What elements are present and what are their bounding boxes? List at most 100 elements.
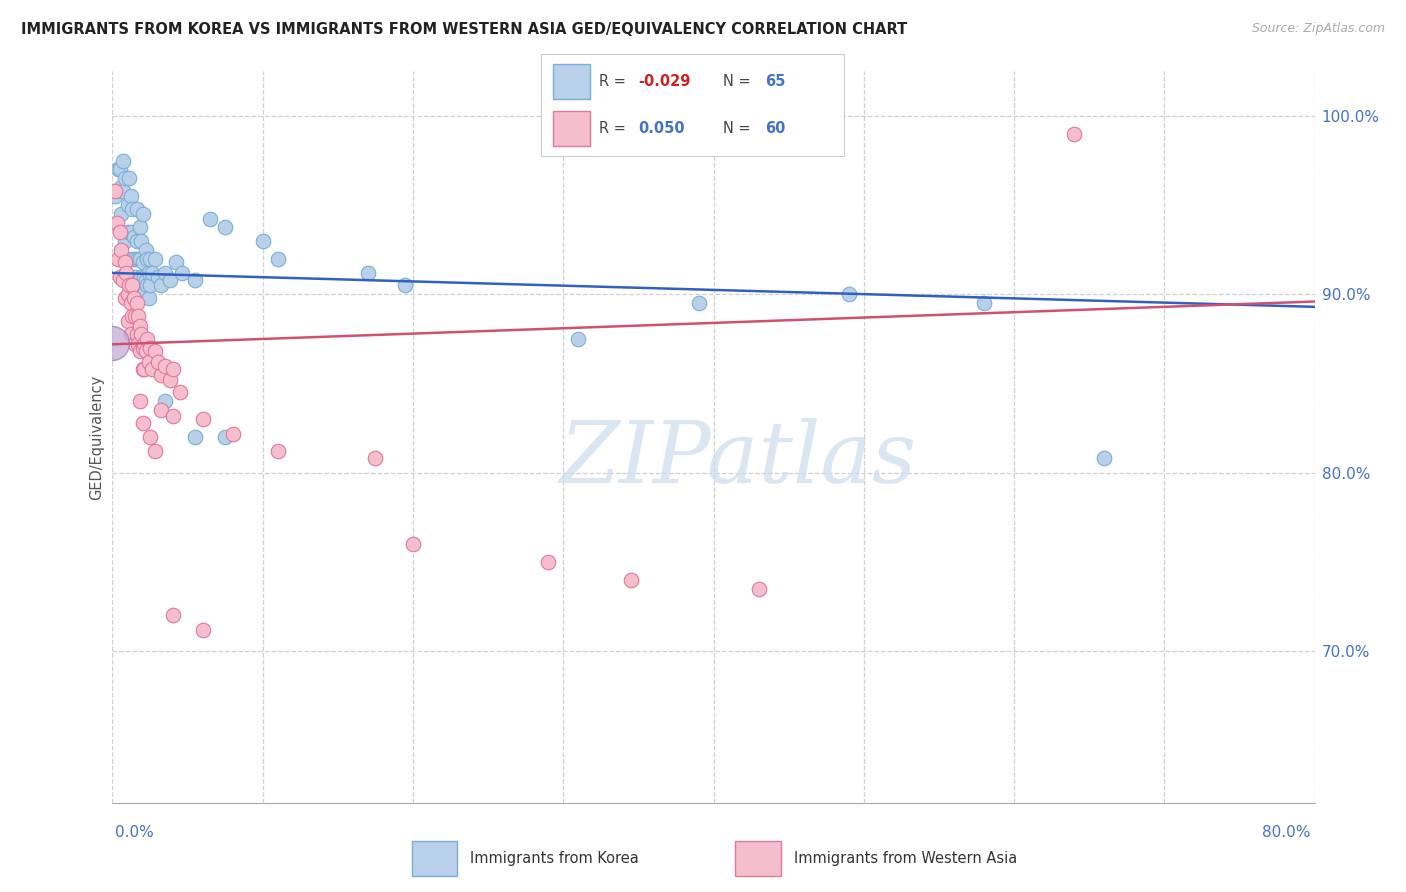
Point — [357, 266, 380, 280]
Text: 80.0%: 80.0% — [1263, 825, 1310, 840]
Point — [131, 341, 153, 355]
Point — [129, 234, 152, 248]
Point — [131, 255, 153, 269]
Point — [127, 309, 149, 323]
Point — [131, 207, 153, 221]
Point — [131, 341, 153, 355]
Point — [131, 362, 153, 376]
Point — [973, 296, 995, 310]
Point — [184, 273, 207, 287]
Point — [121, 309, 143, 323]
Point — [143, 344, 166, 359]
Point — [101, 335, 124, 350]
Point — [108, 162, 131, 177]
Point — [136, 278, 159, 293]
Point — [107, 162, 129, 177]
FancyBboxPatch shape — [735, 841, 780, 876]
Point — [124, 269, 146, 284]
Text: Immigrants from Korea: Immigrants from Korea — [470, 851, 638, 866]
Text: R =: R = — [599, 121, 630, 136]
Point — [121, 278, 143, 293]
Point — [108, 225, 131, 239]
Point — [214, 219, 236, 234]
Point — [132, 287, 155, 301]
Point — [124, 337, 146, 351]
Point — [198, 212, 221, 227]
Point — [114, 291, 136, 305]
Point — [1092, 451, 1115, 466]
Point — [120, 326, 142, 341]
Point — [138, 266, 160, 280]
Point — [149, 278, 172, 293]
Text: -0.029: -0.029 — [638, 74, 690, 88]
Point — [111, 153, 134, 168]
Point — [146, 269, 169, 284]
Point — [394, 278, 416, 293]
Point — [114, 234, 136, 248]
Point — [125, 202, 148, 216]
Point — [169, 385, 191, 400]
Point — [688, 296, 710, 310]
FancyBboxPatch shape — [412, 841, 457, 876]
Point — [111, 273, 134, 287]
Point — [364, 451, 387, 466]
Point — [141, 362, 163, 376]
Point — [128, 394, 150, 409]
Point — [132, 362, 155, 376]
Point — [124, 309, 146, 323]
Point — [105, 216, 128, 230]
Point — [114, 255, 136, 269]
Point — [107, 252, 129, 266]
Point — [567, 332, 589, 346]
Text: Immigrants from Western Asia: Immigrants from Western Asia — [793, 851, 1017, 866]
Point — [252, 234, 274, 248]
Point — [159, 373, 181, 387]
Point — [108, 269, 131, 284]
Text: N =: N = — [723, 121, 755, 136]
Point — [127, 252, 149, 266]
Point — [127, 278, 149, 293]
Point — [138, 355, 160, 369]
Point — [267, 252, 290, 266]
Point — [170, 266, 193, 280]
Point — [132, 269, 155, 284]
Point — [124, 252, 146, 266]
Point — [537, 555, 560, 569]
Point — [146, 355, 169, 369]
FancyBboxPatch shape — [554, 111, 589, 145]
Point — [153, 266, 176, 280]
Point — [136, 332, 159, 346]
Point — [132, 337, 155, 351]
Point — [214, 430, 236, 444]
Point — [120, 225, 142, 239]
Point — [122, 230, 145, 244]
Text: R =: R = — [599, 74, 630, 88]
Point — [153, 394, 176, 409]
Point — [117, 314, 139, 328]
Point — [122, 291, 145, 305]
Point — [115, 266, 138, 280]
Point — [110, 207, 132, 221]
Point — [117, 198, 139, 212]
Text: ZIPatlas: ZIPatlas — [560, 417, 917, 500]
Point — [135, 344, 157, 359]
Point — [143, 444, 166, 458]
Point — [402, 537, 425, 551]
Point — [267, 444, 290, 458]
Point — [838, 287, 860, 301]
Point — [125, 326, 148, 341]
Point — [110, 180, 132, 194]
Point — [128, 344, 150, 359]
Point — [129, 269, 152, 284]
Point — [748, 582, 770, 596]
Point — [184, 430, 207, 444]
Y-axis label: GED/Equivalency: GED/Equivalency — [89, 375, 104, 500]
Point — [128, 252, 150, 266]
Text: 0.0%: 0.0% — [115, 825, 155, 840]
Point — [159, 273, 181, 287]
Point — [153, 359, 176, 373]
Text: Source: ZipAtlas.com: Source: ZipAtlas.com — [1251, 22, 1385, 36]
Text: 0.050: 0.050 — [638, 121, 685, 136]
Point — [149, 403, 172, 417]
Point — [104, 184, 127, 198]
